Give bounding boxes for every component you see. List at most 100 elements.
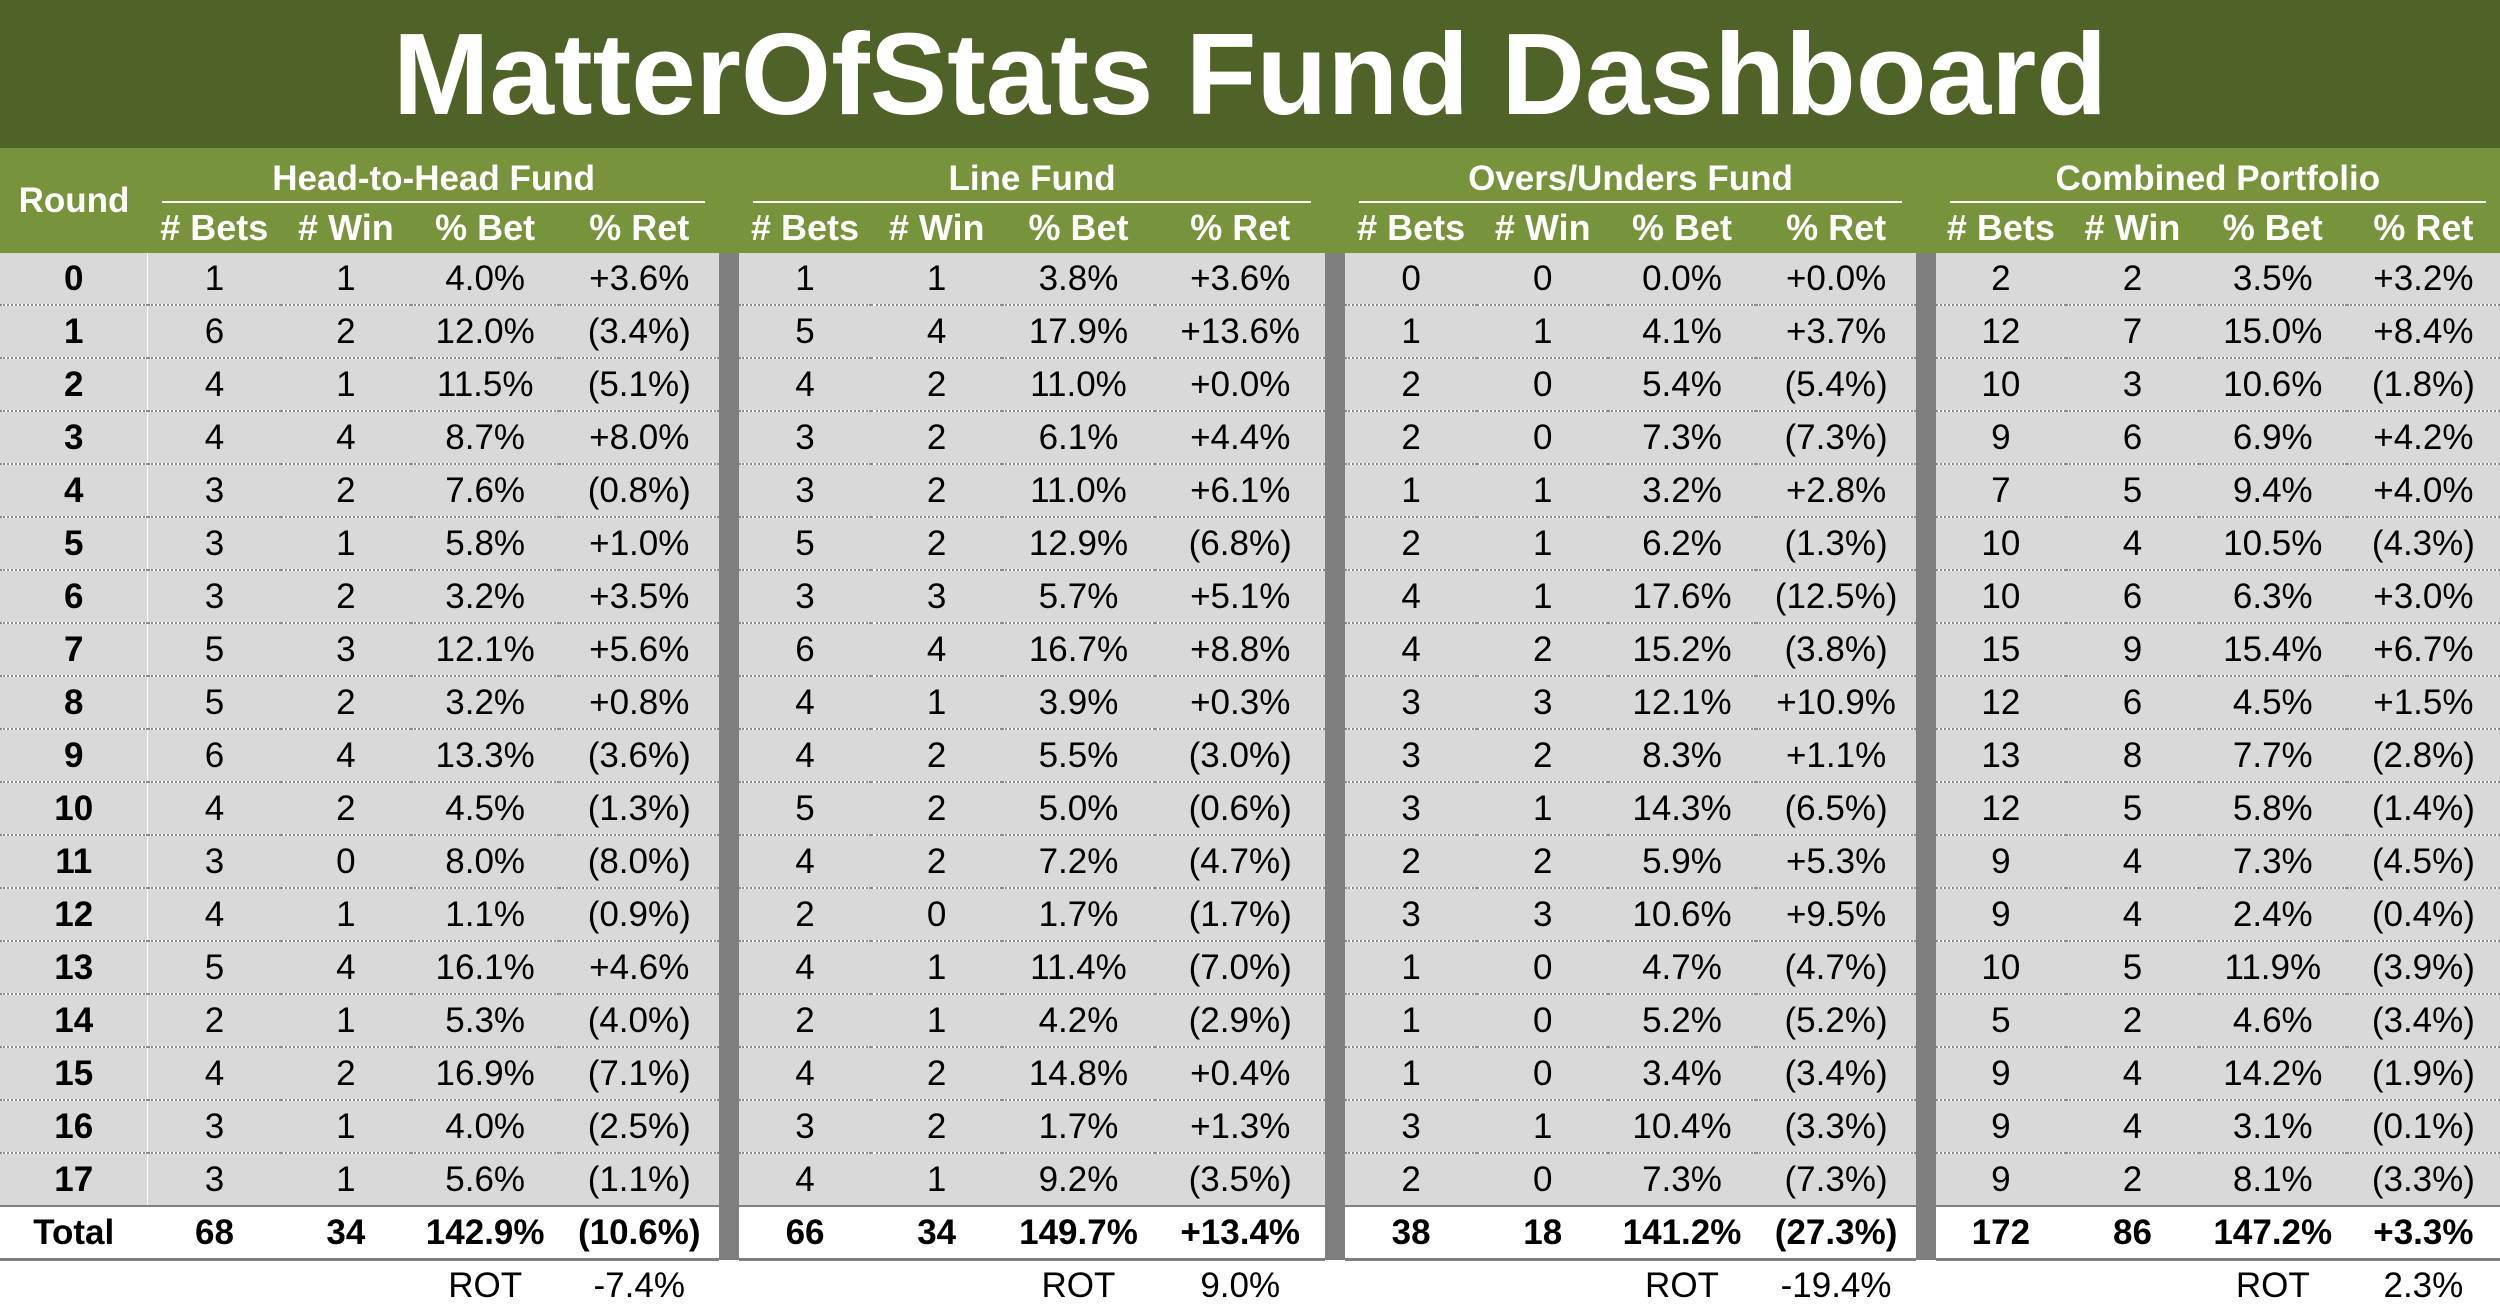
column-separator	[719, 1206, 738, 1260]
value-cell: 3	[1477, 888, 1608, 941]
value-cell: (7.0%)	[1155, 941, 1325, 994]
column-separator	[1325, 782, 1344, 835]
value-cell: 142.9%	[411, 1206, 559, 1260]
value-cell: (1.1%)	[559, 1153, 719, 1206]
value-cell: +4.6%	[559, 941, 719, 994]
value-cell: 0	[871, 888, 1002, 941]
value-cell: (4.0%)	[559, 994, 719, 1047]
column-header: # Bets	[1936, 203, 2067, 253]
value-cell: 12	[1936, 676, 2067, 729]
value-cell: 2	[739, 888, 872, 941]
value-cell: +0.8%	[559, 676, 719, 729]
value-cell: 1	[871, 1153, 1002, 1206]
value-cell: 1	[1477, 570, 1608, 623]
column-separator	[1916, 1153, 1935, 1206]
value-cell: 9	[1936, 888, 2067, 941]
value-cell: 1.1%	[411, 888, 559, 941]
value-cell: 4	[281, 941, 412, 994]
rot-separator	[1916, 1260, 1935, 1311]
value-cell: (1.3%)	[1756, 517, 1916, 570]
value-cell: 2	[281, 464, 412, 517]
value-cell: 5	[739, 305, 872, 358]
value-cell: (3.6%)	[559, 729, 719, 782]
value-cell: 5	[2066, 782, 2199, 835]
value-cell: 10.6%	[1608, 888, 1756, 941]
value-cell: (7.3%)	[1756, 411, 1916, 464]
value-cell: 5	[148, 676, 281, 729]
fund-name-header: Line Fund	[739, 148, 1326, 203]
value-cell: 9	[2066, 623, 2199, 676]
value-cell: 2	[739, 994, 872, 1047]
round-cell: 10	[0, 782, 148, 835]
value-cell: 1	[1345, 464, 1478, 517]
value-cell: +5.6%	[559, 623, 719, 676]
column-separator	[1325, 835, 1344, 888]
header-separator	[719, 148, 738, 203]
value-cell: 12.0%	[411, 305, 559, 358]
value-cell: 3	[148, 1153, 281, 1206]
value-cell: 3.8%	[1002, 253, 1155, 305]
value-cell: (0.4%)	[2347, 888, 2500, 941]
value-cell: (3.5%)	[1155, 1153, 1325, 1206]
column-separator	[719, 994, 738, 1047]
value-cell: +1.3%	[1155, 1100, 1325, 1153]
value-cell: 3	[739, 570, 872, 623]
value-cell: 9	[1936, 835, 2067, 888]
value-cell: 2	[281, 676, 412, 729]
column-separator	[719, 888, 738, 941]
value-cell: 1	[1477, 517, 1608, 570]
value-cell: (0.1%)	[2347, 1100, 2500, 1153]
value-cell: (2.9%)	[1155, 994, 1325, 1047]
value-cell: (4.7%)	[1155, 835, 1325, 888]
value-cell: (0.8%)	[559, 464, 719, 517]
column-separator	[719, 517, 738, 570]
value-cell: 0	[1345, 253, 1478, 305]
column-header: # Win	[281, 203, 412, 253]
value-cell: (3.9%)	[2347, 941, 2500, 994]
value-cell: (3.4%)	[1756, 1047, 1916, 1100]
value-cell: 1	[1345, 305, 1478, 358]
value-cell: 11.9%	[2199, 941, 2347, 994]
value-cell: 4	[281, 411, 412, 464]
value-cell: 7	[1936, 464, 2067, 517]
value-cell: (3.8%)	[1756, 623, 1916, 676]
column-header: # Bets	[1345, 203, 1478, 253]
value-cell: 4.6%	[2199, 994, 2347, 1047]
value-cell: +3.6%	[1155, 253, 1325, 305]
value-cell: +4.2%	[2347, 411, 2500, 464]
value-cell: 9	[1936, 1047, 2067, 1100]
value-cell: 5.0%	[1002, 782, 1155, 835]
value-cell: 7.3%	[1608, 1153, 1756, 1206]
value-cell: 17.9%	[1002, 305, 1155, 358]
value-cell: 1	[1345, 941, 1478, 994]
value-cell: +10.9%	[1756, 676, 1916, 729]
value-cell: 2	[1345, 517, 1478, 570]
value-cell: +1.1%	[1756, 729, 1916, 782]
value-cell: +4.0%	[2347, 464, 2500, 517]
column-separator	[1325, 1047, 1344, 1100]
value-cell: 4	[2066, 835, 2199, 888]
value-cell: 34	[281, 1206, 412, 1260]
value-cell: 2	[871, 782, 1002, 835]
value-cell: 18	[1477, 1206, 1608, 1260]
header-separator	[1916, 148, 1935, 203]
value-cell: +6.1%	[1155, 464, 1325, 517]
value-cell: 10	[1936, 570, 2067, 623]
value-cell: 1	[1477, 305, 1608, 358]
value-cell: +9.5%	[1756, 888, 1916, 941]
value-cell: 2.4%	[2199, 888, 2347, 941]
column-separator	[1325, 305, 1344, 358]
value-cell: 1	[281, 888, 412, 941]
value-cell: 10.6%	[2199, 358, 2347, 411]
column-separator	[719, 411, 738, 464]
value-cell: (1.4%)	[2347, 782, 2500, 835]
column-separator	[719, 623, 738, 676]
